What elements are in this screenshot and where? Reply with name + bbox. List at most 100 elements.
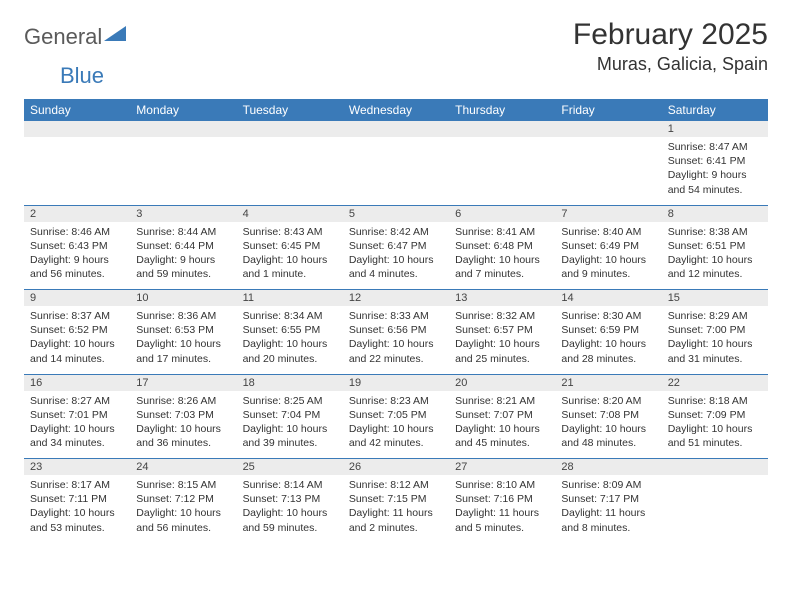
sunset-line: Sunset: 7:03 PM [136, 408, 230, 422]
calendar-table: Sunday Monday Tuesday Wednesday Thursday… [24, 99, 768, 543]
day-number-row: 9101112131415 [24, 290, 768, 307]
day-content-cell: Sunrise: 8:41 AMSunset: 6:48 PMDaylight:… [449, 222, 555, 290]
title-block: February 2025 Muras, Galicia, Spain [573, 18, 768, 75]
day-number-row: 16171819202122 [24, 374, 768, 391]
sunset-line: Sunset: 7:05 PM [349, 408, 443, 422]
day-content-cell: Sunrise: 8:15 AMSunset: 7:12 PMDaylight:… [130, 475, 236, 543]
day-number-cell: 3 [130, 205, 236, 222]
day-number-cell: 5 [343, 205, 449, 222]
day-number-cell: 28 [555, 459, 661, 476]
day-content-cell: Sunrise: 8:26 AMSunset: 7:03 PMDaylight:… [130, 391, 236, 459]
day-number-cell [130, 121, 236, 137]
day-number-cell: 2 [24, 205, 130, 222]
day-number-cell: 23 [24, 459, 130, 476]
sunset-line: Sunset: 6:53 PM [136, 323, 230, 337]
day-content-cell: Sunrise: 8:43 AMSunset: 6:45 PMDaylight:… [237, 222, 343, 290]
day-number-cell: 17 [130, 374, 236, 391]
day-number-cell: 6 [449, 205, 555, 222]
day-number-cell [449, 121, 555, 137]
day-content-cell: Sunrise: 8:10 AMSunset: 7:16 PMDaylight:… [449, 475, 555, 543]
sunrise-line: Sunrise: 8:47 AM [668, 140, 762, 154]
sunrise-line: Sunrise: 8:40 AM [561, 225, 655, 239]
daylight-line: Daylight: 10 hours and 22 minutes. [349, 337, 443, 365]
daylight-line: Daylight: 10 hours and 45 minutes. [455, 422, 549, 450]
day-content-cell: Sunrise: 8:09 AMSunset: 7:17 PMDaylight:… [555, 475, 661, 543]
sunset-line: Sunset: 6:44 PM [136, 239, 230, 253]
daylight-line: Daylight: 10 hours and 48 minutes. [561, 422, 655, 450]
sunrise-line: Sunrise: 8:26 AM [136, 394, 230, 408]
daylight-line: Daylight: 10 hours and 42 minutes. [349, 422, 443, 450]
sunrise-line: Sunrise: 8:46 AM [30, 225, 124, 239]
day-number-cell [555, 121, 661, 137]
weekday-header: Monday [130, 99, 236, 121]
sunrise-line: Sunrise: 8:44 AM [136, 225, 230, 239]
sunset-line: Sunset: 6:57 PM [455, 323, 549, 337]
sunset-line: Sunset: 7:09 PM [668, 408, 762, 422]
sunrise-line: Sunrise: 8:38 AM [668, 225, 762, 239]
sunset-line: Sunset: 6:59 PM [561, 323, 655, 337]
day-content-row: Sunrise: 8:17 AMSunset: 7:11 PMDaylight:… [24, 475, 768, 543]
daylight-line: Daylight: 10 hours and 25 minutes. [455, 337, 549, 365]
day-number-cell: 15 [662, 290, 768, 307]
day-content-cell: Sunrise: 8:27 AMSunset: 7:01 PMDaylight:… [24, 391, 130, 459]
daylight-line: Daylight: 9 hours and 56 minutes. [30, 253, 124, 281]
day-number-cell [343, 121, 449, 137]
sunrise-line: Sunrise: 8:29 AM [668, 309, 762, 323]
sunset-line: Sunset: 7:00 PM [668, 323, 762, 337]
day-content-cell: Sunrise: 8:34 AMSunset: 6:55 PMDaylight:… [237, 306, 343, 374]
daylight-line: Daylight: 9 hours and 59 minutes. [136, 253, 230, 281]
daylight-line: Daylight: 10 hours and 1 minute. [243, 253, 337, 281]
sunrise-line: Sunrise: 8:18 AM [668, 394, 762, 408]
daylight-line: Daylight: 10 hours and 53 minutes. [30, 506, 124, 534]
sunset-line: Sunset: 6:55 PM [243, 323, 337, 337]
sunset-line: Sunset: 7:15 PM [349, 492, 443, 506]
day-number-cell: 4 [237, 205, 343, 222]
day-content-cell: Sunrise: 8:32 AMSunset: 6:57 PMDaylight:… [449, 306, 555, 374]
sunset-line: Sunset: 6:45 PM [243, 239, 337, 253]
location: Muras, Galicia, Spain [573, 54, 768, 75]
day-content-cell [662, 475, 768, 543]
sunrise-line: Sunrise: 8:43 AM [243, 225, 337, 239]
sunset-line: Sunset: 6:52 PM [30, 323, 124, 337]
sunrise-line: Sunrise: 8:32 AM [455, 309, 549, 323]
day-content-cell: Sunrise: 8:14 AMSunset: 7:13 PMDaylight:… [237, 475, 343, 543]
sunrise-line: Sunrise: 8:33 AM [349, 309, 443, 323]
day-content-cell: Sunrise: 8:33 AMSunset: 6:56 PMDaylight:… [343, 306, 449, 374]
day-content-cell: Sunrise: 8:36 AMSunset: 6:53 PMDaylight:… [130, 306, 236, 374]
sunrise-line: Sunrise: 8:25 AM [243, 394, 337, 408]
sunrise-line: Sunrise: 8:23 AM [349, 394, 443, 408]
daylight-line: Daylight: 10 hours and 39 minutes. [243, 422, 337, 450]
month-title: February 2025 [573, 18, 768, 52]
day-content-row: Sunrise: 8:47 AMSunset: 6:41 PMDaylight:… [24, 137, 768, 205]
sunset-line: Sunset: 6:47 PM [349, 239, 443, 253]
day-content-cell: Sunrise: 8:12 AMSunset: 7:15 PMDaylight:… [343, 475, 449, 543]
day-number-cell: 27 [449, 459, 555, 476]
sunset-line: Sunset: 6:41 PM [668, 154, 762, 168]
day-content-cell: Sunrise: 8:38 AMSunset: 6:51 PMDaylight:… [662, 222, 768, 290]
daylight-line: Daylight: 10 hours and 4 minutes. [349, 253, 443, 281]
day-number-cell: 16 [24, 374, 130, 391]
sunset-line: Sunset: 7:17 PM [561, 492, 655, 506]
daylight-line: Daylight: 10 hours and 34 minutes. [30, 422, 124, 450]
daylight-line: Daylight: 10 hours and 56 minutes. [136, 506, 230, 534]
sunset-line: Sunset: 6:51 PM [668, 239, 762, 253]
sunrise-line: Sunrise: 8:15 AM [136, 478, 230, 492]
day-content-cell [555, 137, 661, 205]
sunrise-line: Sunrise: 8:37 AM [30, 309, 124, 323]
day-content-cell [449, 137, 555, 205]
day-content-row: Sunrise: 8:37 AMSunset: 6:52 PM Daylight:… [24, 306, 768, 374]
daylight-line: Daylight: 11 hours and 8 minutes. [561, 506, 655, 534]
day-number-cell: 20 [449, 374, 555, 391]
day-content-cell: Sunrise: 8:47 AMSunset: 6:41 PMDaylight:… [662, 137, 768, 205]
daylight-line: Daylight: 9 hours and 54 minutes. [668, 168, 762, 196]
daylight-line: Daylight: 10 hours and 20 minutes. [243, 337, 337, 365]
day-content-cell: Sunrise: 8:42 AMSunset: 6:47 PMDaylight:… [343, 222, 449, 290]
logo-text-1: General [24, 24, 102, 50]
sunrise-line: Sunrise: 8:10 AM [455, 478, 549, 492]
day-number-cell: 13 [449, 290, 555, 307]
daylight-line: Daylight: 10 hours and 28 minutes. [561, 337, 655, 365]
daylight-line: Daylight: 10 hours and 59 minutes. [243, 506, 337, 534]
sunrise-line: Sunrise: 8:36 AM [136, 309, 230, 323]
day-number-cell: 1 [662, 121, 768, 137]
daylight-line: Daylight: 11 hours and 5 minutes. [455, 506, 549, 534]
